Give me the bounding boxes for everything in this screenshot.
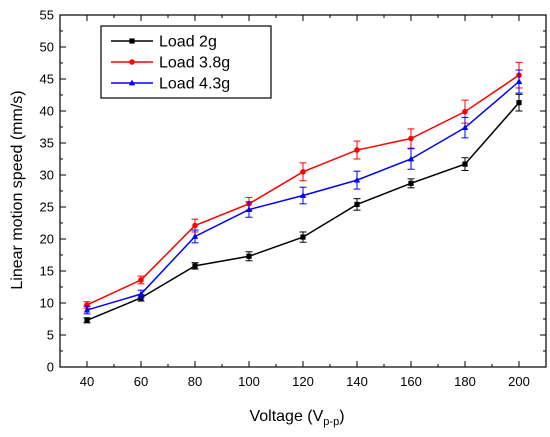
data-point [191,233,199,239]
y-tick-label: 20 [40,232,54,247]
y-tick-label: 45 [40,72,54,87]
data-point [138,277,144,283]
data-point [408,135,414,142]
y-tick-label: 55 [40,8,54,23]
y-tick-label: 30 [40,168,54,183]
y-tick-label: 0 [47,360,54,375]
legend-swatch-marker [129,38,135,44]
legend-label: Load 2g [159,34,217,51]
legend: Load 2g Load 3.8g Load 4.3g [100,25,272,99]
x-tick-label: 80 [188,374,202,389]
legend-label: Load 4.3g [159,76,230,93]
data-point [137,290,145,297]
y-tick-label: 35 [40,136,54,151]
legend-item-1: Load 2g [111,34,217,51]
data-point [300,234,306,240]
series-3 [83,69,523,315]
series-1 [83,93,523,324]
data-point [353,176,361,183]
x-tick-label: 40 [80,374,94,389]
y-tick-label: 5 [47,328,54,343]
legend-item-3: Load 4.3g [111,76,230,93]
data-point [462,161,468,167]
y-axis-title: Linear motion speed (mm/s) [9,90,26,289]
data-point [299,192,307,198]
legend-label: Load 3.8g [159,55,230,72]
data-point [407,155,415,162]
x-axis-title-subscript: p-p [323,416,339,428]
data-point [192,222,198,229]
data-point [354,201,360,208]
x-tick-label: 160 [400,374,422,389]
data-point [84,317,90,323]
legend-item-2: Load 3.8g [111,55,230,72]
x-axis-title: Voltage (Vp-p) [249,408,344,428]
plot-area [83,61,523,324]
x-tick-label: 60 [134,374,148,389]
y-tick-label: 10 [40,296,54,311]
y-tick-label: 25 [40,200,54,215]
data-point [408,180,414,186]
data-point [462,108,468,115]
x-tick-label: 100 [238,374,260,389]
x-tick-label: 140 [346,374,368,389]
data-point [245,206,253,212]
x-axis-title-main: Voltage (V [249,408,323,425]
axes: 0 5 10 15 20 25 30 35 40 45 50 55 40 60 80 100 120 140 160… [40,8,547,389]
legend-swatch-marker [128,79,136,86]
legend-swatch-marker [129,59,135,65]
y-tick-label: 40 [40,104,54,119]
y-tick-label: 50 [40,40,54,55]
data-point [300,169,306,175]
x-tick-label: 200 [508,374,530,389]
data-point [83,306,91,313]
series-line [86,102,520,321]
data-point [246,253,252,259]
data-point [516,100,522,106]
data-point [354,147,360,153]
x-tick-label: 180 [454,374,476,389]
data-point [192,263,198,269]
series-2 [83,61,523,309]
y-tick-label: 15 [40,264,54,279]
data-point [461,124,469,131]
x-tick-label: 120 [292,374,314,389]
data-point [515,78,523,84]
x-axis-title-close: ) [339,408,344,425]
